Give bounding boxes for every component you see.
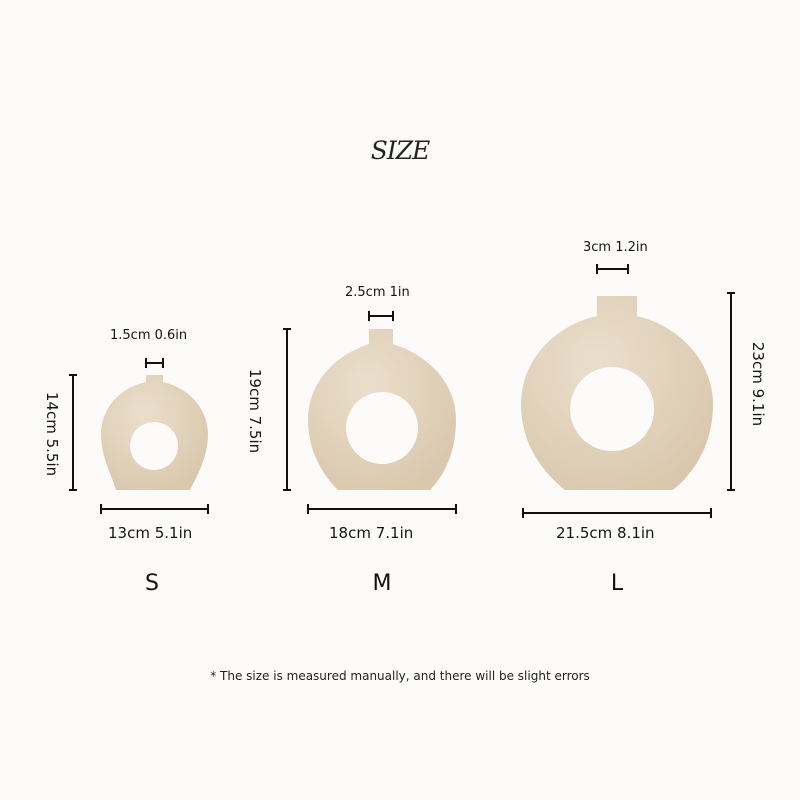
vase-m xyxy=(308,329,456,490)
width-label-m: 18cm 7.1in xyxy=(329,524,414,542)
vase-s xyxy=(101,375,208,490)
size-label-s: S xyxy=(145,571,159,596)
size-label-l: L xyxy=(610,571,624,596)
dimension-lines-s xyxy=(69,358,209,514)
width-label-s: 13cm 5.1in xyxy=(108,524,193,542)
width-label-l: 21.5cm 8.1in xyxy=(556,524,655,542)
height-label-m: 19cm 7.5in xyxy=(246,368,264,454)
dimension-lines-l xyxy=(522,264,735,518)
vase-l xyxy=(521,296,713,490)
height-label-l: 23cm 9.1in xyxy=(749,341,767,427)
opening-label-l: 3cm 1.2in xyxy=(583,240,648,255)
dimension-lines-m xyxy=(283,311,457,514)
measurement-note: * The size is measured manually, and the… xyxy=(210,669,590,683)
size-label-m: M xyxy=(372,571,392,596)
height-label-s: 14cm 5.5in xyxy=(43,391,61,477)
opening-label-s: 1.5cm 0.6in xyxy=(110,328,188,343)
page-title: SIZE xyxy=(370,136,431,165)
opening-label-m: 2.5cm 1in xyxy=(345,285,410,300)
